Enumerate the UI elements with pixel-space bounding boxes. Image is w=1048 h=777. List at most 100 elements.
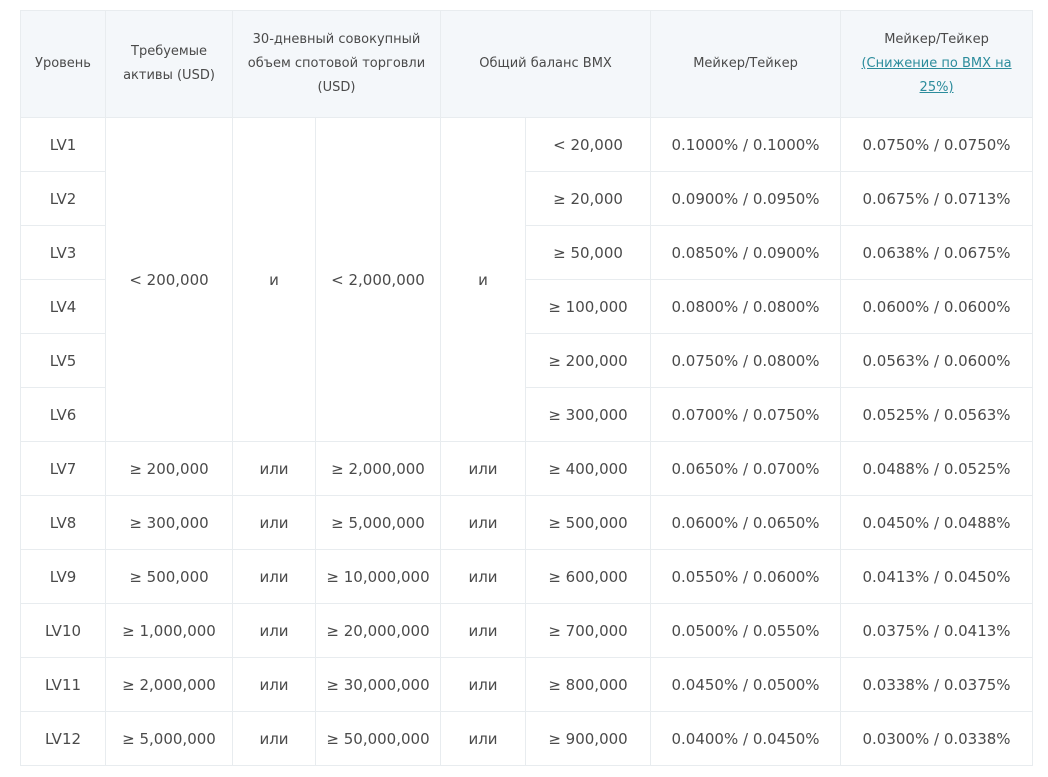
table-cell: ≥ 5,000,000	[314, 495, 442, 550]
table-cell: 0.0650% / 0.0700%	[650, 441, 842, 496]
table-cell: 0.1000% / 0.1000%	[650, 117, 842, 172]
table-cell: LV10	[20, 603, 106, 658]
table-row: LV11 ≥ 2,000,000 или ≥ 30,000,000 или ≥ 800,0…	[20, 657, 1034, 712]
table-cell: 0.0300% / 0.0338%	[840, 711, 1034, 766]
header-cell: Уровень	[20, 10, 106, 118]
table-cell: или	[232, 549, 316, 604]
table-cell: ≥ 300,000	[105, 495, 233, 550]
table-cell: и	[232, 117, 316, 442]
table-row: LV9 ≥ 500,000 или ≥ 10,000,000 или ≥ 600,000 0…	[20, 549, 1034, 604]
table-cell: 0.0563% / 0.0600%	[840, 333, 1034, 388]
table-cell: LV11	[20, 657, 106, 712]
table-cell: или	[232, 657, 316, 712]
table-cell: ≥ 200,000	[105, 441, 233, 496]
table-row: LV5 ≥ 200,000 0.0750% / 0.0800% 0.0563% / 0…	[20, 333, 1034, 388]
table-cell: ≥ 100,000	[525, 279, 652, 334]
table-row: LV10 ≥ 1,000,000 или ≥ 20,000,000 или ≥ 700,0…	[20, 603, 1034, 658]
table-cell: ≥ 600,000	[525, 549, 652, 604]
table-cell: LV7	[20, 441, 106, 496]
table-body: LV1 < 200,000 и < 2,000,000 и < 20,000 0.1000%…	[20, 117, 1034, 766]
table-cell: LV2	[20, 171, 106, 226]
table-row: LV6 ≥ 300,000 0.0700% / 0.0750% 0.0525% / 0…	[20, 387, 1034, 442]
table-cell: или	[440, 711, 527, 766]
table-cell: LV12	[20, 711, 106, 766]
table-cell: LV5	[20, 333, 106, 388]
table-row: LV12 ≥ 5,000,000 или ≥ 50,000,000 или ≥ 900,0…	[20, 711, 1034, 766]
table-cell: LV3	[20, 225, 106, 280]
table-cell: < 200,000	[105, 117, 233, 442]
table-cell: 0.0675% / 0.0713%	[840, 171, 1034, 226]
table-cell: ≥ 900,000	[525, 711, 652, 766]
table-cell: 0.0375% / 0.0413%	[840, 603, 1034, 658]
table-cell: или	[440, 549, 527, 604]
table-row: LV8 ≥ 300,000 или ≥ 5,000,000 или ≥ 500,000 0.…	[20, 495, 1034, 550]
table-cell: ≥ 10,000,000	[314, 549, 442, 604]
table-row: LV4 ≥ 100,000 0.0800% / 0.0800% 0.0600% / 0…	[20, 279, 1034, 334]
header-cell: Мейкер/Тейкер	[650, 10, 842, 118]
table-cell: LV9	[20, 549, 106, 604]
table-cell: 0.0600% / 0.0600%	[840, 279, 1034, 334]
table-cell: ≥ 400,000	[525, 441, 652, 496]
table-cell: ≥ 20,000,000	[314, 603, 442, 658]
table-row: LV2 ≥ 20,000 0.0900% / 0.0950% 0.0675% / 0.…	[20, 171, 1034, 226]
table-cell: 0.0750% / 0.0750%	[840, 117, 1034, 172]
table-cell: 0.0700% / 0.0750%	[650, 387, 842, 442]
table-cell: 0.0450% / 0.0500%	[650, 657, 842, 712]
table-cell: 0.0600% / 0.0650%	[650, 495, 842, 550]
table-head: Уровень Требуемые активы (USD) 30-дневны…	[20, 10, 1034, 118]
table-cell: 0.0413% / 0.0450%	[840, 549, 1034, 604]
table-cell: или	[440, 657, 527, 712]
table-cell: ≥ 200,000	[525, 333, 652, 388]
table-cell: или	[232, 441, 316, 496]
table-cell: 0.0500% / 0.0550%	[650, 603, 842, 658]
table-cell: ≥ 20,000	[525, 171, 652, 226]
table-cell: ≥ 30,000,000	[314, 657, 442, 712]
table-cell: 0.0550% / 0.0600%	[650, 549, 842, 604]
table-cell: или	[232, 495, 316, 550]
table-cell: 0.0638% / 0.0675%	[840, 225, 1034, 280]
table-cell: < 2,000,000	[314, 117, 442, 442]
table-cell: ≥ 700,000	[525, 603, 652, 658]
header-cell: 30-дневный совокупный объем спотовой тор…	[231, 10, 442, 118]
table-cell: ≥ 800,000	[525, 657, 652, 712]
table-cell: ≥ 500,000	[525, 495, 652, 550]
table-cell: ≥ 2,000,000	[105, 657, 233, 712]
table-cell: LV6	[20, 387, 106, 442]
table-cell: < 20,000	[525, 117, 652, 172]
table-cell: 0.0850% / 0.0900%	[650, 225, 842, 280]
header-text: Мейкер/Тейкер	[884, 32, 989, 47]
table-row: LV3 ≥ 50,000 0.0850% / 0.0900% 0.0638% / 0.…	[20, 225, 1034, 280]
header-cell: Требуемые активы (USD)	[105, 10, 233, 118]
table-cell: 0.0338% / 0.0375%	[840, 657, 1034, 712]
discount-link[interactable]: (Снижение по BMX на 25%)	[861, 56, 1012, 95]
table-cell: 0.0750% / 0.0800%	[650, 333, 842, 388]
table-cell: ≥ 5,000,000	[105, 711, 233, 766]
table-cell: LV1	[20, 117, 106, 172]
table-cell: LV4	[20, 279, 106, 334]
table-cell: 0.0800% / 0.0800%	[650, 279, 842, 334]
table-cell: ≥ 50,000	[525, 225, 652, 280]
table-row: LV1 < 200,000 и < 2,000,000 и < 20,000 0.1000%…	[20, 117, 1034, 442]
table-cell: 0.0900% / 0.0950%	[650, 171, 842, 226]
table-cell: 0.0525% / 0.0563%	[840, 387, 1034, 442]
table-cell: или	[440, 441, 527, 496]
table-cell: ≥ 50,000,000	[314, 711, 442, 766]
header-cell: Общий баланс BMX	[440, 10, 652, 118]
table-cell: и	[440, 117, 527, 442]
table-row: LV7 ≥ 200,000 или ≥ 2,000,000 или ≥ 400,000 0.…	[20, 441, 1034, 496]
table-cell: 0.0400% / 0.0450%	[650, 711, 842, 766]
table-cell: 0.0488% / 0.0525%	[840, 441, 1034, 496]
table-cell: ≥ 2,000,000	[314, 441, 442, 496]
header-row: Уровень Требуемые активы (USD) 30-дневны…	[20, 10, 1034, 118]
table-cell: 0.0450% / 0.0488%	[840, 495, 1034, 550]
table-cell: LV8	[20, 495, 106, 550]
table-cell: ≥ 300,000	[525, 387, 652, 442]
table-cell: или	[440, 495, 527, 550]
table-cell: или	[232, 711, 316, 766]
header-cell: Мейкер/Тейкер (Снижение по BMX на 25%)	[840, 10, 1034, 118]
table-cell: или	[232, 603, 316, 658]
table-cell: или	[440, 603, 527, 658]
table-cell: ≥ 1,000,000	[105, 603, 233, 658]
